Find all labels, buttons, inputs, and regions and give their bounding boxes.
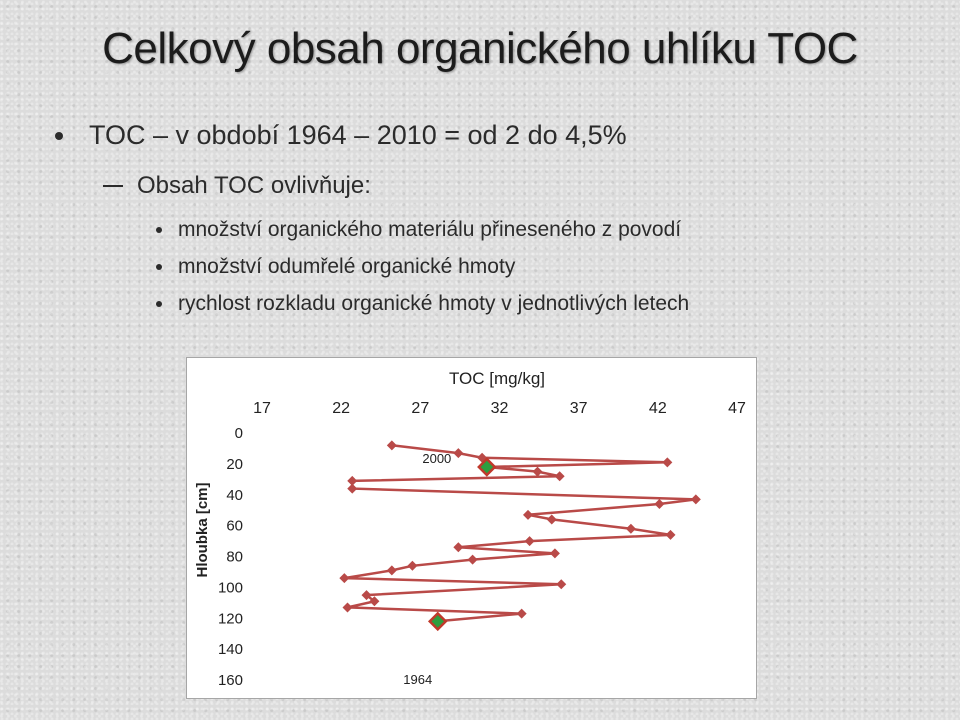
bullet-factor-1: množství organického materiálu přinesené… <box>156 218 681 242</box>
bullet-factor-2-text: množství odumřelé organické hmoty <box>178 255 516 278</box>
toc-depth-chart: TOC [mg/kg] Hloubka [cm] 17 22 27 32 37 42 47 … <box>194 369 746 689</box>
data-point <box>554 471 565 482</box>
x-tick-label: 37 <box>570 400 588 417</box>
data-point <box>386 565 397 576</box>
data-point <box>467 554 478 565</box>
data-point <box>690 494 701 505</box>
highlight-point-1964 <box>427 611 448 632</box>
bullet-toc-factors: Obsah TOC ovlivňuje: <box>103 172 371 200</box>
x-tick-label: 42 <box>649 400 667 417</box>
bullet-toc-factors-text: Obsah TOC ovlivňuje: <box>137 172 371 199</box>
bullet-toc-range-text: TOC – v období 1964 – 2010 = od 2 do 4,5… <box>89 120 627 150</box>
data-point <box>453 542 464 553</box>
data-point <box>453 448 464 459</box>
x-tick-label: 32 <box>491 400 509 417</box>
y-tick-label: 140 <box>218 641 243 658</box>
chart-area: TOC [mg/kg] Hloubka [cm] 17 22 27 32 37 42 47 … <box>186 357 757 699</box>
data-point <box>546 514 557 525</box>
y-tick-label: 20 <box>226 456 243 473</box>
year-annotation-1964: 1964 <box>403 672 432 687</box>
data-point <box>386 440 397 451</box>
data-point <box>549 548 560 559</box>
data-point <box>665 529 676 540</box>
bullet-factor-3: rychlost rozkladu organické hmoty v jedn… <box>156 292 689 316</box>
bullet-dash <box>103 185 123 187</box>
x-tick-label: 22 <box>332 400 350 417</box>
data-point <box>342 602 353 613</box>
chart-title: TOC [mg/kg] <box>449 369 545 388</box>
bullet-factor-3-text: rychlost rozkladu organické hmoty v jedn… <box>178 292 690 315</box>
x-tick-label: 47 <box>728 400 746 417</box>
data-point <box>347 483 358 494</box>
data-point <box>556 579 567 590</box>
data-point <box>407 560 418 571</box>
y-tick-label: 40 <box>226 487 243 504</box>
x-tick-label: 17 <box>253 400 271 417</box>
y-axis-label: Hloubka [cm] <box>194 482 211 577</box>
y-tick-label: 80 <box>226 549 243 566</box>
data-point <box>532 466 543 477</box>
y-tick-label: 100 <box>218 579 243 596</box>
data-point <box>339 573 350 584</box>
bullet-dot <box>156 264 162 270</box>
data-point <box>516 608 527 619</box>
y-tick-label: 0 <box>235 425 243 442</box>
data-point <box>654 499 665 510</box>
highlight-point-2000 <box>477 457 497 477</box>
y-tick-label: 120 <box>218 610 243 627</box>
bullet-factor-1-text: množství organického materiálu přinesené… <box>178 218 682 241</box>
y-tick-labels: 0 20 40 60 80 100 120 140 160 <box>218 425 243 689</box>
data-point <box>662 457 673 468</box>
x-tick-label: 27 <box>411 400 429 417</box>
x-tick-labels: 17 22 27 32 37 42 47 <box>253 400 746 417</box>
slide-title: Celkový obsah organického uhlíku TOC <box>102 24 858 73</box>
bullet-dot <box>55 131 63 140</box>
data-point <box>361 590 372 601</box>
data-point <box>347 475 358 486</box>
series-line <box>344 444 696 623</box>
bullet-dot <box>156 227 162 233</box>
bullet-dot <box>156 301 162 307</box>
data-point <box>524 536 535 547</box>
data-markers <box>339 440 701 627</box>
bullet-factor-2: množství odumřelé organické hmoty <box>156 255 515 279</box>
y-tick-label: 60 <box>226 518 243 535</box>
data-point <box>369 596 380 607</box>
y-tick-label: 160 <box>218 672 243 689</box>
bullet-toc-range: TOC – v období 1964 – 2010 = od 2 do 4,5… <box>55 120 627 151</box>
highlight-markers: 2000 1964 <box>403 451 497 687</box>
data-point <box>625 523 636 534</box>
data-point <box>477 452 488 463</box>
data-point <box>523 509 533 520</box>
year-annotation-2000: 2000 <box>422 451 451 466</box>
